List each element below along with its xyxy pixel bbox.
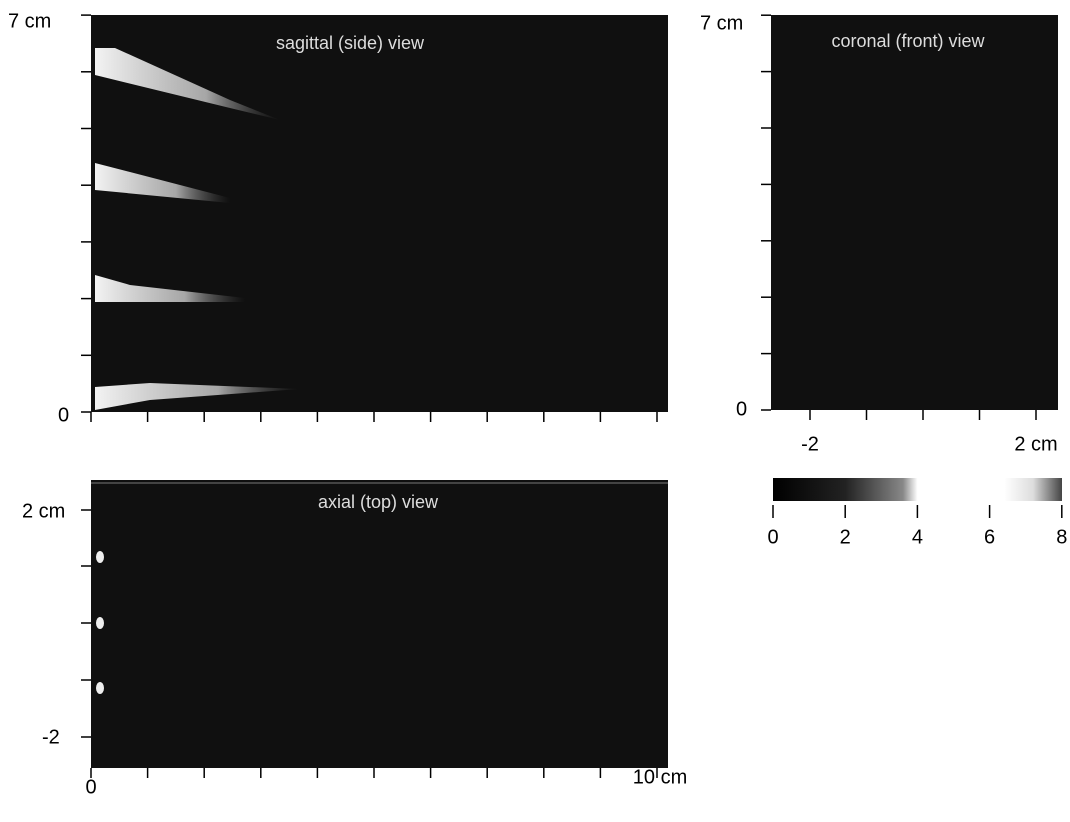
x-tick-label: 2 cm: [1014, 433, 1057, 455]
y-tick-label: 0: [736, 398, 747, 420]
ticks: [81, 14, 658, 422]
y-tick-label: 0: [58, 404, 69, 426]
y-tick-label: 7 cm: [700, 12, 743, 34]
x-tick-label: -2: [801, 433, 819, 455]
colorbar-labels: 0 2 4 6 8: [767, 505, 1067, 548]
ticks: [761, 14, 1037, 420]
panel-title: coronal (front) view: [831, 31, 985, 51]
axial-image: [91, 480, 668, 768]
colorbar-label: 6: [984, 526, 995, 548]
panel-title: sagittal (side) view: [276, 33, 425, 53]
y-tick-label: 7 cm: [8, 10, 51, 32]
colorbar-label: 8: [1056, 526, 1067, 548]
panel-title: axial (top) view: [318, 492, 439, 512]
colorbar-label: 4: [912, 526, 923, 548]
sagittal-image: [91, 15, 668, 412]
colorbar-label: 0: [767, 526, 778, 548]
ticks: [81, 509, 658, 778]
x-tick-label: 10 cm: [633, 766, 687, 788]
sagittal-streaks: [95, 48, 300, 410]
y-tick-label: 2 cm: [22, 500, 65, 522]
colorbar-label: 2: [840, 526, 851, 548]
axial-spots: [96, 551, 104, 694]
y-tick-label: -2: [42, 726, 60, 748]
coronal-image: [771, 15, 1058, 410]
x-tick-label: 0: [85, 776, 96, 798]
colorbar: [773, 478, 1062, 501]
